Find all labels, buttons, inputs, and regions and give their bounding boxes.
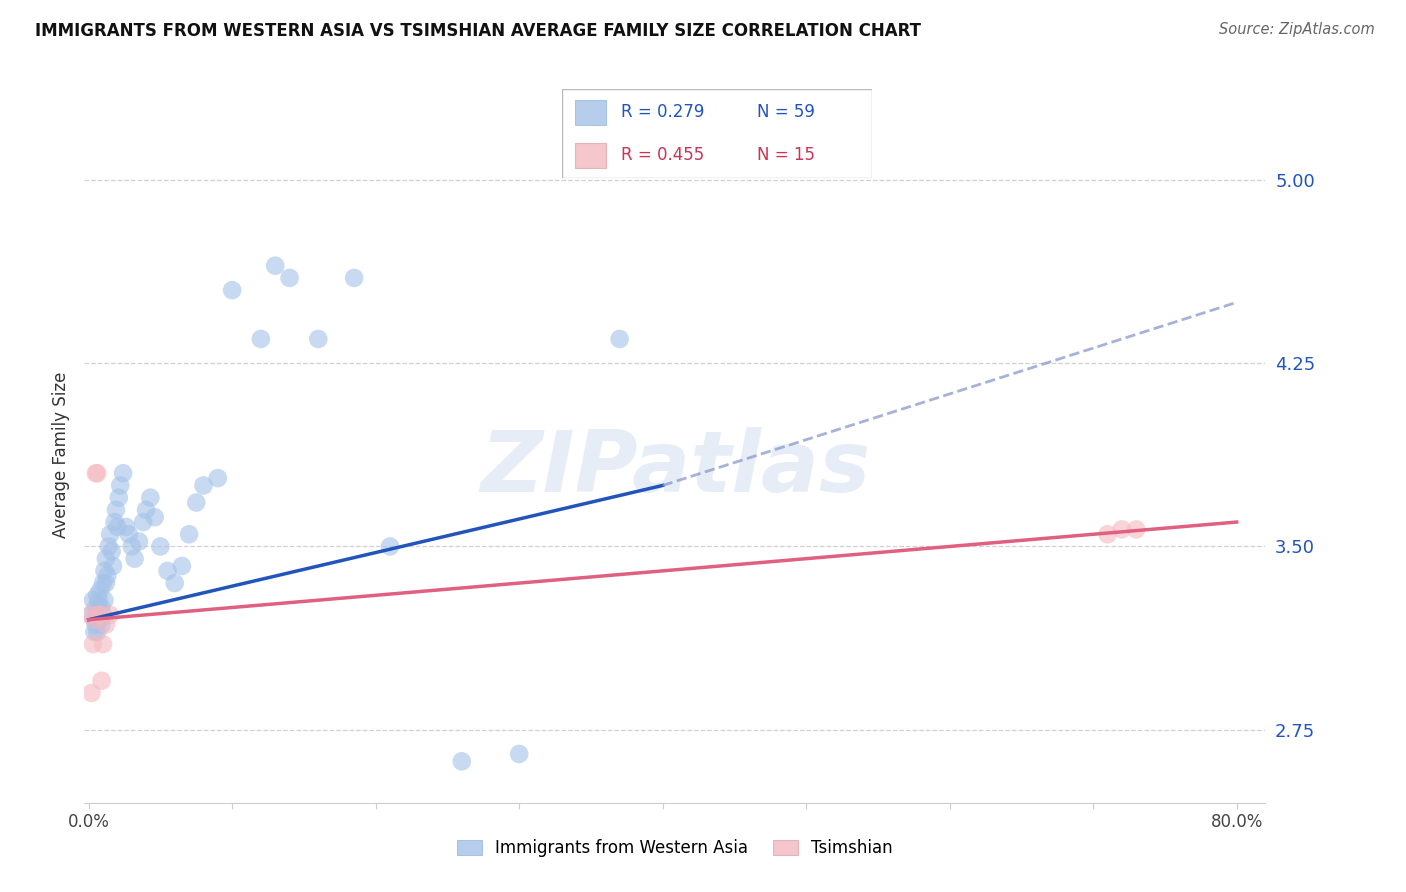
Point — [87, 593, 110, 607]
Point — [156, 564, 179, 578]
Point — [82, 637, 104, 651]
Point — [82, 593, 104, 607]
Point — [80, 686, 103, 700]
Point — [83, 613, 105, 627]
Point — [121, 540, 143, 554]
Point — [94, 576, 117, 591]
Bar — [575, 100, 606, 125]
Point — [84, 613, 107, 627]
Point — [143, 510, 166, 524]
Point — [97, 540, 120, 554]
Point — [307, 332, 329, 346]
Legend: Immigrants from Western Asia, Tsimshian: Immigrants from Western Asia, Tsimshian — [450, 833, 900, 864]
Point — [101, 559, 124, 574]
Point — [86, 624, 108, 639]
Y-axis label: Average Family Size: Average Family Size — [52, 372, 70, 538]
Point — [93, 593, 115, 607]
Point — [90, 600, 112, 615]
Point — [84, 600, 107, 615]
Point — [112, 467, 135, 481]
Point — [1125, 522, 1147, 536]
Point — [378, 540, 401, 554]
Point — [104, 503, 127, 517]
Point — [80, 607, 103, 622]
Point — [91, 637, 114, 651]
Point — [91, 576, 114, 591]
Point — [103, 515, 125, 529]
Text: N = 59: N = 59 — [758, 103, 815, 121]
Point — [221, 283, 243, 297]
Point — [96, 568, 118, 582]
Point — [193, 478, 215, 492]
Point — [86, 588, 108, 602]
Point — [124, 551, 146, 566]
Text: ZIPatlas: ZIPatlas — [479, 427, 870, 510]
Point — [83, 613, 105, 627]
Point — [89, 613, 111, 627]
Text: R = 0.455: R = 0.455 — [621, 146, 704, 164]
Point — [94, 617, 117, 632]
Point — [83, 624, 105, 639]
Point — [87, 607, 110, 622]
Point — [1097, 527, 1119, 541]
Point — [139, 491, 162, 505]
Point — [90, 617, 112, 632]
Point — [1111, 522, 1133, 536]
Point — [84, 467, 107, 481]
Point — [132, 515, 155, 529]
Point — [186, 495, 208, 509]
Point — [93, 564, 115, 578]
Point — [508, 747, 530, 761]
Point — [163, 576, 186, 591]
Point — [91, 607, 114, 622]
Point — [278, 271, 301, 285]
Point — [118, 527, 141, 541]
Point — [87, 600, 110, 615]
Point — [207, 471, 229, 485]
Point — [98, 607, 121, 622]
Point — [86, 467, 108, 481]
Point — [90, 673, 112, 688]
Point — [250, 332, 273, 346]
Point — [128, 534, 150, 549]
Point — [89, 607, 111, 622]
Point — [149, 540, 172, 554]
Text: N = 15: N = 15 — [758, 146, 815, 164]
Text: IMMIGRANTS FROM WESTERN ASIA VS TSIMSHIAN AVERAGE FAMILY SIZE CORRELATION CHART: IMMIGRANTS FROM WESTERN ASIA VS TSIMSHIA… — [35, 22, 921, 40]
Point — [609, 332, 631, 346]
Point — [179, 527, 201, 541]
Bar — [575, 143, 606, 168]
Text: Source: ZipAtlas.com: Source: ZipAtlas.com — [1219, 22, 1375, 37]
Point — [98, 527, 121, 541]
Point — [100, 544, 122, 558]
Point — [170, 559, 193, 574]
Point — [105, 520, 128, 534]
FancyBboxPatch shape — [562, 89, 872, 178]
Point — [135, 503, 157, 517]
Point — [107, 491, 129, 505]
Point — [89, 583, 111, 598]
Point — [84, 617, 107, 632]
Point — [450, 754, 472, 768]
Point — [343, 271, 366, 285]
Point — [110, 478, 132, 492]
Point — [94, 551, 117, 566]
Point — [79, 607, 101, 622]
Point — [264, 259, 287, 273]
Text: R = 0.279: R = 0.279 — [621, 103, 704, 121]
Point — [115, 520, 138, 534]
Point — [82, 881, 104, 892]
